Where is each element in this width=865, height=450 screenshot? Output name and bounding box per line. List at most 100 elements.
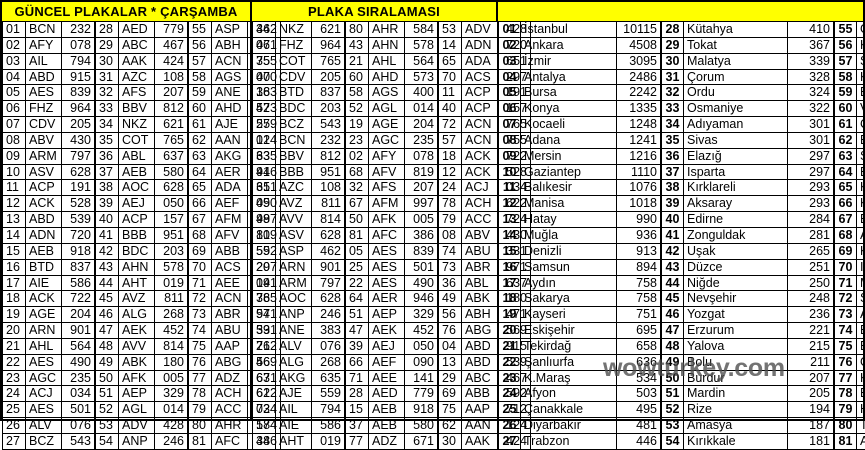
city-name: Elazığ xyxy=(684,148,788,164)
city-name: Niğde xyxy=(684,275,788,291)
plate-digits: 268 xyxy=(312,354,345,370)
city-rank: 07 xyxy=(499,117,521,133)
plate-province-no: 12 xyxy=(3,196,26,212)
city-population: 293 xyxy=(788,196,834,212)
plate-province-no: 45 xyxy=(96,291,119,307)
city-name: Antalya xyxy=(521,69,617,85)
plate-letters: ABG xyxy=(462,323,498,339)
plate-province-no: 56 xyxy=(439,307,462,323)
plate-digits: 578 xyxy=(155,259,188,275)
plate-province-no: 21 xyxy=(346,53,369,69)
city-name: Bursa xyxy=(521,85,617,101)
city-rank-row: 55Giresun180 xyxy=(835,22,865,38)
city-rank: 11 xyxy=(499,180,521,196)
city-name: Kars xyxy=(857,370,865,386)
plate-letters: AEJ xyxy=(369,338,405,354)
plate-province-no: 50 xyxy=(346,212,369,228)
plate-province-no: 18 xyxy=(3,291,26,307)
plate-digits: 901 xyxy=(312,259,345,275)
plate-letters: AHR xyxy=(369,22,405,38)
plate-province-no: 53 xyxy=(439,22,462,38)
plate-digits: 424 xyxy=(155,53,188,69)
plate-province-no: 59 xyxy=(253,323,276,339)
plate-letters: AFS xyxy=(119,85,155,101)
plate-letters: ABD xyxy=(26,69,62,85)
city-rank-row: 57Sinop160 xyxy=(835,53,865,69)
city-name: Karaman xyxy=(857,69,865,85)
plate-province-no: 75 xyxy=(189,338,212,354)
plate-digits: 019 xyxy=(155,275,188,291)
city-population: 1335 xyxy=(617,101,661,117)
city-name: Van xyxy=(857,101,865,117)
plate-letters: AHN xyxy=(119,259,155,275)
plate-letters: AFS xyxy=(369,180,405,196)
plate-province-no: 46 xyxy=(96,307,119,323)
city-population: 2486 xyxy=(617,69,661,85)
plate-province-no: 34 xyxy=(96,117,119,133)
plate-province-no: 76 xyxy=(189,354,212,370)
city-population: 328 xyxy=(788,69,834,85)
plate-digits: 232 xyxy=(312,132,345,148)
city-rank: 14 xyxy=(499,227,521,243)
plate-digits: 180 xyxy=(155,354,188,370)
plate-letters: ADZ xyxy=(212,370,248,386)
plate-digits: 050 xyxy=(405,338,438,354)
city-rank: 54 xyxy=(662,433,684,449)
plate-digits: 005 xyxy=(155,370,188,386)
plate-digits: 078 xyxy=(62,37,95,53)
plate-letters: AEB xyxy=(369,418,405,434)
plate-letters: ANP xyxy=(119,433,155,449)
city-rank-row: 77Kars52 xyxy=(835,370,865,386)
city-population: 205 xyxy=(788,386,834,402)
city-population: 751 xyxy=(617,307,661,323)
plate-digits: 812 xyxy=(312,148,345,164)
plate-province-no: 11 xyxy=(3,180,26,196)
plate-province-no: 69 xyxy=(189,243,212,259)
city-name: Bartın xyxy=(857,212,865,228)
plate-letters: AHD xyxy=(212,101,248,117)
city-rank: 30 xyxy=(662,53,684,69)
plate-digits: 580 xyxy=(405,418,438,434)
plate-province-no: 77 xyxy=(189,370,212,386)
city-name: Malatya xyxy=(684,53,788,69)
plate-digits: 205 xyxy=(312,69,345,85)
city-population: 1241 xyxy=(617,132,661,148)
plate-letters: BCZ xyxy=(26,433,62,449)
plate-digits: 076 xyxy=(62,418,95,434)
plate-letters: ADA xyxy=(212,180,248,196)
plate-letters: ABK xyxy=(462,291,498,307)
plate-digits: 812 xyxy=(155,101,188,117)
plate-digits: 076 xyxy=(312,338,345,354)
city-population: 322 xyxy=(788,101,834,117)
plate-digits: 383 xyxy=(312,323,345,339)
city-population: 194 xyxy=(788,402,834,418)
city-name: Bitlis xyxy=(857,338,865,354)
plate-digits: 232 xyxy=(62,22,95,38)
plate-letters: COT xyxy=(276,53,312,69)
plate-letters: FHZ xyxy=(276,37,312,53)
plate-letters: AES xyxy=(369,275,405,291)
city-rank: 16 xyxy=(499,259,521,275)
